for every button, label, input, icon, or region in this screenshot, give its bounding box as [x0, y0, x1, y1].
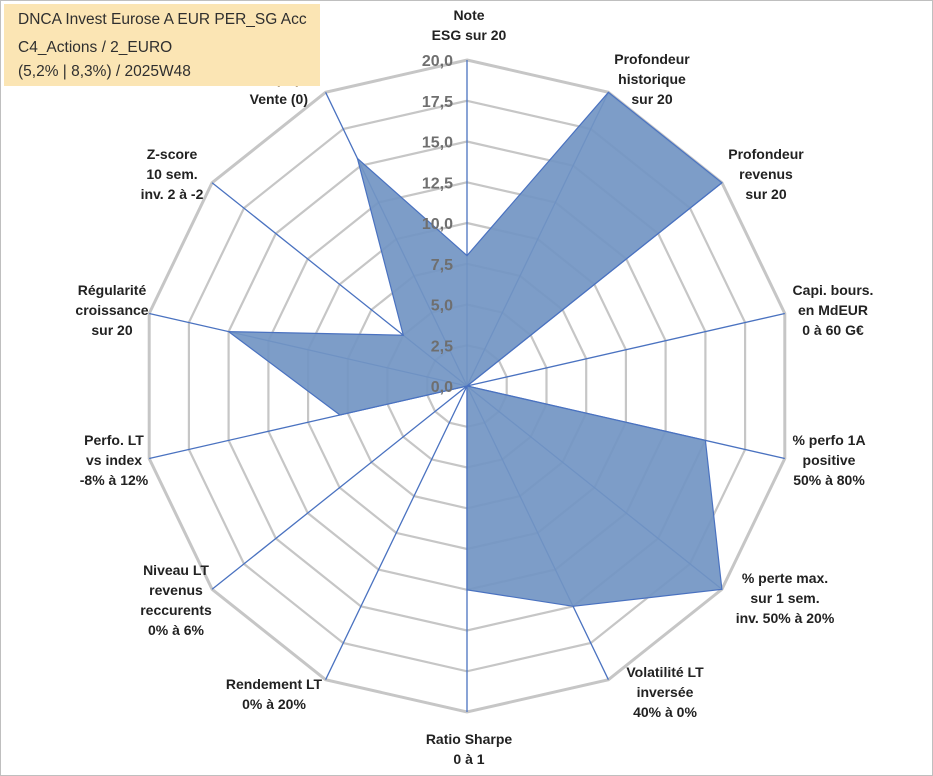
axis-label-line: historique	[618, 71, 686, 87]
axis-label-line: Niveau LT	[143, 562, 209, 578]
fund-category: C4_Actions / 2_EURO	[18, 39, 173, 56]
axis-spoke	[325, 385, 468, 680]
axis-label-line: Profondeur	[728, 146, 804, 162]
tick-label: 10,0	[422, 216, 453, 233]
fund-name: DNCA Invest Eurose A EUR PER_SG Acc	[18, 11, 307, 28]
tick-label: 17,5	[422, 94, 453, 111]
axis-label-line: Rendement LT	[226, 676, 323, 692]
axis-label-line: sur 20	[91, 322, 132, 338]
axis-label-line: ESG sur 20	[432, 27, 507, 43]
axis-label-line: Ratio Sharpe	[426, 731, 513, 747]
axis-label-line: % perte max.	[742, 570, 828, 586]
axis-label: Niveau LT revenus reccurents 0% à 6%	[140, 562, 212, 638]
axis-label: Note ESG sur 20	[432, 7, 507, 43]
axis-label-line: croissance	[75, 302, 148, 318]
axis-label: Perfo. LT vs index -8% à 12%	[80, 432, 149, 488]
axis-label-line: % perfo 1A	[792, 432, 865, 448]
axis-label-line: sur 1 sem.	[750, 590, 819, 606]
axis-label-line: 10 sem.	[146, 166, 197, 182]
axis-label: % perfo 1A positive 50% à 80%	[792, 432, 865, 488]
fund-performance-week: (5,2% | 8,3%) / 2025W48	[18, 63, 191, 80]
axis-label-line: sur 20	[631, 91, 672, 107]
axis-label: Ratio Sharpe 0 à 1	[426, 731, 513, 767]
axis-label-line: Profondeur	[614, 51, 690, 67]
tick-label: 2,5	[431, 338, 453, 355]
axis-label-line: 0 à 60 G€	[802, 322, 864, 338]
axis-label-line: 0 à 1	[453, 751, 484, 767]
axis-spoke	[211, 385, 468, 590]
axis-label: Volatilité LT inversée 40% à 0%	[626, 664, 704, 720]
axis-label: Rendement LT 0% à 20%	[226, 676, 323, 712]
axis-label-line: 0% à 6%	[148, 622, 205, 638]
axis-label-line: Z-score	[147, 146, 198, 162]
axis-label-line: 0% à 20%	[242, 696, 306, 712]
axis-labels: Note ESG sur 20 Profondeur historique sur 20…	[75, 7, 873, 767]
axis-label: Régularité croissance sur 20	[75, 282, 148, 338]
radar-series	[226, 91, 723, 607]
tick-label: 0,0	[431, 379, 453, 396]
fund-info-box: DNCA Invest Eurose A EUR PER_SG Acc C4_A…	[4, 4, 320, 86]
series-area	[226, 91, 723, 607]
axis-label-line: Vente (0)	[250, 91, 308, 107]
axis-label: Profondeur historique sur 20	[614, 51, 690, 107]
axis-label: Capi. bours. en MdEUR 0 à 60 G€	[793, 282, 874, 338]
axis-label-line: Volatilité LT	[626, 664, 704, 680]
axis-label: Profondeur revenus sur 20	[728, 146, 804, 202]
axis-label-line: 50% à 80%	[793, 472, 865, 488]
axis-label-line: Capi. bours.	[793, 282, 874, 298]
axis-label-line: Note	[453, 7, 484, 23]
axis-label-line: en MdEUR	[798, 302, 868, 318]
tick-label: 12,5	[422, 175, 453, 192]
axis-label-line: positive	[803, 452, 856, 468]
axis-label: Z-score 10 sem. inv. 2 à -2	[141, 146, 204, 202]
tick-label: 5,0	[431, 298, 453, 315]
axis-label-line: sur 20	[745, 186, 786, 202]
axis-label-line: inv. 2 à -2	[141, 186, 204, 202]
tick-label: 7,5	[431, 257, 453, 274]
axis-label-line: reccurents	[140, 602, 212, 618]
axis-label-line: revenus	[739, 166, 793, 182]
axis-label-line: inversée	[637, 684, 694, 700]
axis-spoke	[466, 312, 785, 387]
axis-label-line: -8% à 12%	[80, 472, 149, 488]
axis-label-line: 40% à 0%	[633, 704, 697, 720]
axis-label-line: Régularité	[78, 282, 147, 298]
axis-label: % perte max. sur 1 sem. inv. 50% à 20%	[736, 570, 835, 626]
axis-label-line: inv. 50% à 20%	[736, 610, 835, 626]
tick-label: 15,0	[422, 135, 453, 152]
axis-label-line: revenus	[149, 582, 203, 598]
axis-label-line: vs index	[86, 452, 142, 468]
tick-label: 20,0	[422, 53, 453, 70]
radial-tick-labels: 0,0 2,5 5,0 7,5 10,0 12,5 15,0 17,5 20,0	[422, 53, 453, 396]
axis-label-line: Perfo. LT	[84, 432, 144, 448]
